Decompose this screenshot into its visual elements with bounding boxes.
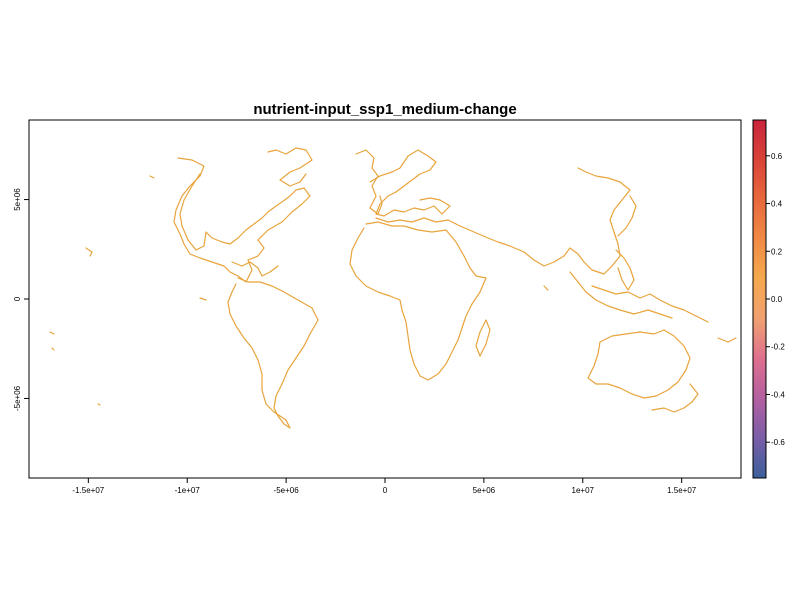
pacific-island-coast	[543, 285, 549, 291]
pacific-island-coast	[199, 297, 207, 301]
x-tick-label: 1.5e+07	[667, 486, 697, 495]
x-tick-label: 0	[383, 486, 388, 495]
colorbar-tick-label: 0.0	[771, 295, 783, 304]
pacific-island-coast	[149, 175, 155, 179]
y-tick-label: -5e+06	[13, 385, 22, 411]
africa-coast	[349, 221, 487, 381]
southeast-asia-coast	[569, 271, 673, 319]
x-tick-label: -1.5e+07	[72, 486, 104, 495]
greenland-coast	[355, 149, 383, 215]
colorbar-gradient	[752, 119, 767, 479]
philippines-coast	[615, 249, 635, 291]
y-tick-label: 0	[13, 296, 22, 301]
caribbean-coast	[231, 261, 279, 277]
x-tick-label: 1e+07	[572, 486, 595, 495]
pacific-island-coast	[51, 347, 55, 351]
x-axis: -1.5e+07 -1e+07 -5e+06 0 5e+06 1e+07 1.5e+07	[72, 478, 697, 495]
hawaii-coast	[85, 247, 93, 257]
colorbar-tick-label: -0.2	[771, 343, 785, 352]
south-america-coast	[227, 277, 319, 429]
arctic-islands-coast	[267, 147, 313, 187]
colorbar-tick-label: -0.4	[771, 390, 785, 399]
indonesia-coast	[591, 285, 709, 323]
colorbar-tick-label: 0.6	[771, 152, 783, 161]
madagascar-coast	[475, 319, 491, 357]
colorbar: 0.6 0.4 0.2 0.0 -0.2 -0.4 -0.6	[752, 119, 785, 479]
pacific-island-coast	[49, 331, 55, 335]
colorbar-tick-label: 0.4	[771, 200, 783, 209]
asia-coast	[459, 167, 631, 275]
japan-coast	[617, 195, 637, 237]
x-tick-label: 5e+06	[473, 486, 496, 495]
europe-coast	[369, 149, 451, 217]
map-title: nutrient-input_ssp1_medium-change	[253, 101, 516, 118]
y-tick-label: 5e+06	[13, 188, 22, 211]
colorbar-ticks: 0.6 0.4 0.2 0.0 -0.2 -0.4 -0.6	[766, 152, 785, 447]
colorbar-tick-label: 0.2	[771, 247, 783, 256]
colorbar-tick-label: -0.6	[771, 438, 785, 447]
x-tick-label: -1e+07	[175, 486, 201, 495]
pacific-island-coast	[97, 403, 101, 406]
new-zealand-coast	[651, 383, 699, 413]
pacific-island-coast	[717, 337, 737, 343]
mediterranean-coast	[375, 217, 461, 227]
coastline-raster	[49, 147, 737, 429]
x-tick-label: -5e+06	[274, 486, 300, 495]
australia-coast	[587, 329, 691, 399]
y-axis: 5e+06 0 -5e+06	[13, 188, 29, 411]
map-panel	[28, 119, 742, 479]
north-america-coast	[173, 157, 311, 283]
